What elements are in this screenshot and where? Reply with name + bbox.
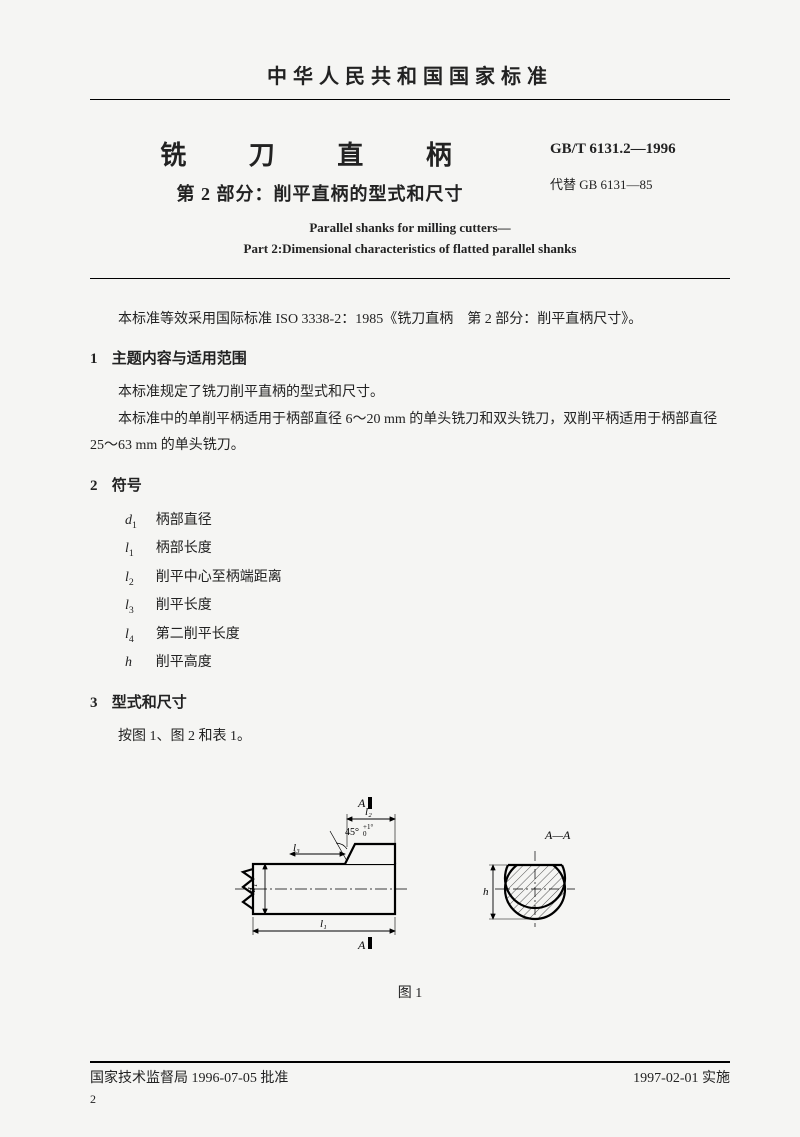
intro-paragraph: 本标准等效采用国际标准 ISO 3338-2：1985《铣刀直柄 第 2 部分：… xyxy=(90,307,730,334)
symbol-desc: 柄部长度 xyxy=(156,535,212,563)
symbol-row: h削平高度 xyxy=(125,649,730,677)
symbol-var: l4 xyxy=(125,621,156,649)
figure-1-svg: A A l₂ 45° +1° 0 l₃ d₁ l₁ xyxy=(195,769,625,969)
footer-implementation: 1997-02-01 实施 xyxy=(633,1067,730,1087)
symbol-row: l1柄部长度 xyxy=(125,535,730,563)
title-bottom-rule xyxy=(90,278,730,279)
symbol-desc: 削平中心至柄端距离 xyxy=(156,564,282,592)
fig-label-tol0: 0 xyxy=(363,830,367,838)
section-1-p1: 本标准规定了铣刀削平直柄的型式和尺寸。 xyxy=(90,380,730,407)
header-rule xyxy=(90,99,730,100)
section-3-num: 3 xyxy=(90,695,108,712)
fig-label-A-bot: A xyxy=(357,938,366,952)
fig-label-l1: l₁ xyxy=(320,918,327,930)
symbol-desc: 削平高度 xyxy=(156,649,212,677)
en-title-line1: Parallel shanks for milling cutters— xyxy=(90,218,730,239)
symbol-row: l3削平长度 xyxy=(125,592,730,620)
symbol-var: l3 xyxy=(125,592,156,620)
figure-1: A A l₂ 45° +1° 0 l₃ d₁ l₁ xyxy=(90,769,730,1002)
section-2-head: 2 符号 xyxy=(90,474,730,495)
section-3-head: 3 型式和尺寸 xyxy=(90,691,730,712)
symbol-var: h xyxy=(125,649,156,677)
fig-label-section: A—A xyxy=(544,828,571,842)
section-2-title: 符号 xyxy=(112,478,142,494)
english-title: Parallel shanks for milling cutters— Par… xyxy=(90,218,730,260)
section-1-title: 主题内容与适用范围 xyxy=(112,351,247,367)
main-title: 铣 刀 直 柄 xyxy=(90,135,550,172)
symbol-var: l2 xyxy=(125,564,156,592)
standard-code: GB/T 6131.2—1996 xyxy=(550,141,730,158)
symbol-desc: 第二削平长度 xyxy=(156,621,240,649)
symbol-row: l2削平中心至柄端距离 xyxy=(125,564,730,592)
symbol-row: d1柄部直径 xyxy=(125,507,730,535)
section-a-a: A—A h xyxy=(483,828,575,927)
page-number: 2 xyxy=(90,1092,96,1107)
fig-label-h: h xyxy=(483,886,489,898)
title-block: 铣 刀 直 柄 第 2 部分：削平直柄的型式和尺寸 GB/T 6131.2—19… xyxy=(90,135,730,206)
section-3-title: 型式和尺寸 xyxy=(112,695,187,711)
shank-side-view: A A l₂ 45° +1° 0 l₃ d₁ l₁ xyxy=(235,796,410,952)
replaces-text: 代替 GB 6131—85 xyxy=(550,174,730,193)
footer-approval: 国家技术监督局 1996-07-05 批准 xyxy=(90,1067,288,1087)
symbol-var: l1 xyxy=(125,535,156,563)
sub-title: 第 2 部分：削平直柄的型式和尺寸 xyxy=(90,180,550,206)
symbol-row: l4第二削平长度 xyxy=(125,621,730,649)
section-2-num: 2 xyxy=(90,478,108,495)
fig-label-d1: d₁ xyxy=(246,883,258,893)
fig-label-l2: l₂ xyxy=(365,806,372,818)
footer: 国家技术监督局 1996-07-05 批准 1997-02-01 实施 xyxy=(90,1061,730,1087)
figure-1-caption: 图 1 xyxy=(90,982,730,1002)
section-1-num: 1 xyxy=(90,351,108,368)
section-3-p1: 按图 1、图 2 和表 1。 xyxy=(90,724,730,751)
symbol-var: d1 xyxy=(125,507,156,535)
title-right: GB/T 6131.2—1996 代替 GB 6131—85 xyxy=(550,135,730,193)
fig-label-l3: l₃ xyxy=(293,842,300,854)
symbol-desc: 削平长度 xyxy=(156,592,212,620)
symbol-desc: 柄部直径 xyxy=(156,507,212,535)
section-1-head: 1 主题内容与适用范围 xyxy=(90,347,730,368)
fig-label-angle: 45° xyxy=(345,827,359,838)
symbol-list: d1柄部直径l1柄部长度l2削平中心至柄端距离l3削平长度l4第二削平长度h削平… xyxy=(125,507,730,677)
national-standard-title: 中华人民共和国国家标准 xyxy=(90,60,730,89)
footer-rule xyxy=(90,1061,730,1063)
section-1-p2: 本标准中的单削平柄适用于柄部直径 6～20 mm 的单头铣刀和双头铣刀，双削平柄… xyxy=(90,407,730,460)
title-left: 铣 刀 直 柄 第 2 部分：削平直柄的型式和尺寸 xyxy=(90,135,550,206)
en-title-line2: Part 2:Dimensional characteristics of fl… xyxy=(90,239,730,260)
